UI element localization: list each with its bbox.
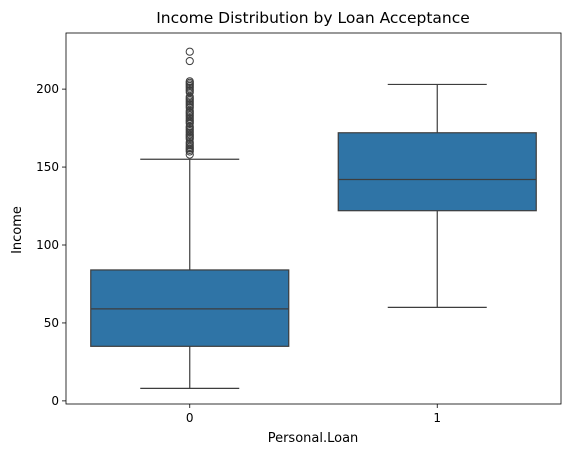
outlier-point <box>185 106 194 116</box>
outlier-point <box>185 47 194 56</box>
y-tick-label: 0 <box>51 394 59 408</box>
y-tick-label: 150 <box>36 160 59 174</box>
y-axis-label: Income <box>10 206 25 254</box>
box-group-1 <box>337 83 537 308</box>
outlier-point <box>185 138 194 147</box>
y-tick-label: 100 <box>36 238 59 252</box>
x-tick-label: 0 <box>186 411 194 425</box>
y-tick-label: 200 <box>36 82 59 96</box>
box-group-0 <box>90 47 290 390</box>
axes-frame <box>65 32 562 405</box>
y-axis-ticks: 0 50 100 150 200 <box>36 82 66 408</box>
outlier-point <box>185 122 194 131</box>
outlier-point <box>185 150 194 159</box>
x-axis-label: Personal.Loan <box>268 431 359 446</box>
outlier-point <box>185 92 194 102</box>
iqr-box <box>337 132 537 212</box>
y-tick-label: 50 <box>44 316 59 330</box>
plot-area <box>90 47 537 390</box>
outlier-point <box>185 56 194 66</box>
outlier-point <box>185 77 194 86</box>
iqr-box <box>90 269 290 347</box>
x-tick-label: 1 <box>433 411 441 425</box>
chart-title: Income Distribution by Loan Acceptance <box>156 9 470 27</box>
